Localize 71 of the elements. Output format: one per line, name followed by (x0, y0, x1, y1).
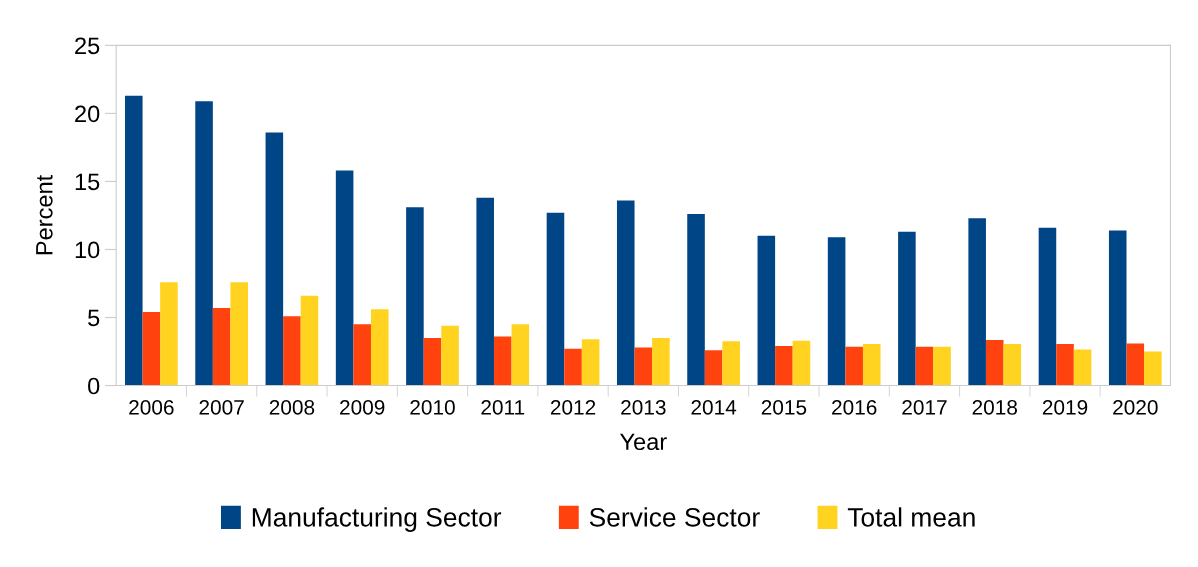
bar (898, 231, 916, 386)
x-tick-label: 2018 (972, 400, 1018, 415)
bar (862, 344, 881, 386)
legend-label: Manufacturing Sector (252, 507, 502, 532)
bar (985, 339, 1004, 386)
bar (581, 339, 600, 386)
bar (704, 350, 723, 386)
bar (1073, 349, 1092, 386)
legend-label: Total mean (847, 507, 975, 527)
bar (335, 170, 354, 386)
bar (1108, 230, 1127, 386)
bar (687, 214, 705, 386)
x-tick-label: 2020 (1113, 400, 1158, 415)
bar (652, 337, 670, 386)
bar (212, 307, 231, 386)
x-tick-label: 2019 (1042, 400, 1088, 415)
bar (1144, 351, 1162, 386)
bar (1003, 344, 1022, 386)
bar (722, 341, 740, 386)
x-axis-title: Year (619, 433, 667, 451)
bar (142, 312, 161, 386)
bar (775, 346, 793, 386)
bar (265, 132, 284, 386)
bar (933, 346, 951, 386)
y-tick-label: 10 (75, 241, 100, 259)
x-tick-label: 2011 (481, 400, 525, 415)
x-tick-label: 2012 (550, 400, 596, 415)
bar (300, 295, 319, 386)
x-tick-label: 2016 (832, 400, 877, 415)
bar (968, 218, 986, 386)
bar (283, 316, 301, 386)
x-tick-label: 2010 (410, 400, 455, 415)
y-tick-label: 25 (75, 37, 100, 55)
x-tick-label: 2015 (761, 400, 807, 415)
bar (195, 101, 213, 386)
bar (353, 324, 371, 386)
bar (1126, 343, 1145, 386)
bar (1038, 227, 1057, 386)
y-tick-label: 0 (88, 377, 100, 395)
legend-label: Service Sector (589, 507, 760, 527)
bar (616, 200, 635, 386)
bar (160, 282, 178, 386)
bar (546, 212, 565, 386)
bar (230, 282, 248, 386)
x-tick-label: 2017 (902, 400, 947, 415)
bar (634, 347, 653, 386)
y-axis-title: Percent (36, 174, 53, 255)
bar (511, 324, 530, 386)
x-tick-label: 2007 (199, 400, 244, 415)
x-tick-label: 2008 (269, 400, 315, 415)
x-tick-label: 2009 (340, 400, 385, 415)
bar (757, 235, 776, 386)
bar (493, 336, 512, 386)
bar (1056, 344, 1074, 386)
bar (845, 346, 863, 386)
x-tick-label: 2014 (691, 400, 737, 415)
bar (476, 197, 494, 386)
bar (406, 207, 424, 386)
bar (124, 95, 143, 386)
bar (370, 309, 389, 386)
y-tick-label: 5 (88, 309, 100, 327)
x-tick-label: 2006 (129, 400, 174, 415)
bar (441, 325, 459, 386)
bar (564, 348, 582, 386)
y-tick-label: 15 (75, 173, 100, 191)
bar (423, 337, 442, 386)
bar (827, 237, 846, 386)
y-tick-label: 20 (75, 105, 100, 123)
x-tick-label: 2013 (621, 400, 666, 415)
bar (792, 340, 811, 386)
bar (915, 346, 934, 386)
